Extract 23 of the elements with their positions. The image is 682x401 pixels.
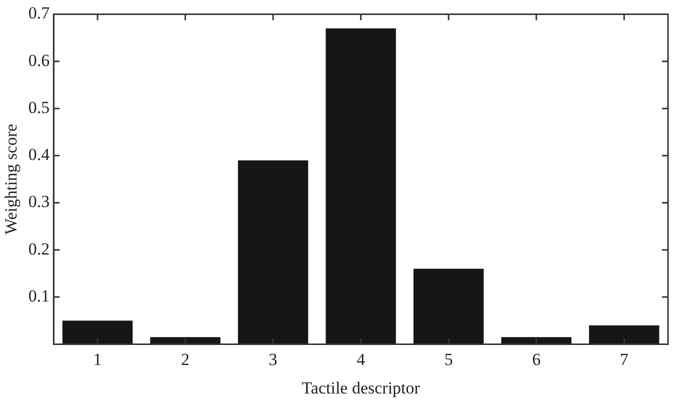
x-axis-title: Tactile descriptor [302, 378, 420, 398]
x-tick-label: 3 [268, 350, 278, 369]
x-tick-label: 1 [93, 350, 102, 369]
x-tick-label: 7 [620, 350, 629, 369]
x-tick-label: 2 [181, 350, 190, 369]
bar [413, 268, 484, 344]
y-tick-label: 0.7 [28, 4, 50, 23]
bar [501, 337, 572, 344]
y-tick-label: 0.2 [28, 239, 50, 258]
y-axis-title: Weighting score [2, 124, 21, 234]
bar [238, 160, 308, 344]
x-tick-label: 5 [444, 350, 453, 369]
y-tick-label: 0.5 [28, 98, 50, 117]
y-tick-label: 0.1 [28, 286, 50, 306]
x-tick-label: 6 [532, 350, 541, 369]
y-tick-label: 0.6 [28, 50, 50, 70]
bar [62, 320, 133, 344]
y-tick-label: 0.4 [28, 145, 50, 164]
y-tick-label: 0.3 [28, 192, 50, 212]
bar [589, 325, 660, 344]
bar [150, 337, 220, 344]
x-tick-label: 4 [356, 350, 366, 369]
bar [326, 28, 396, 344]
